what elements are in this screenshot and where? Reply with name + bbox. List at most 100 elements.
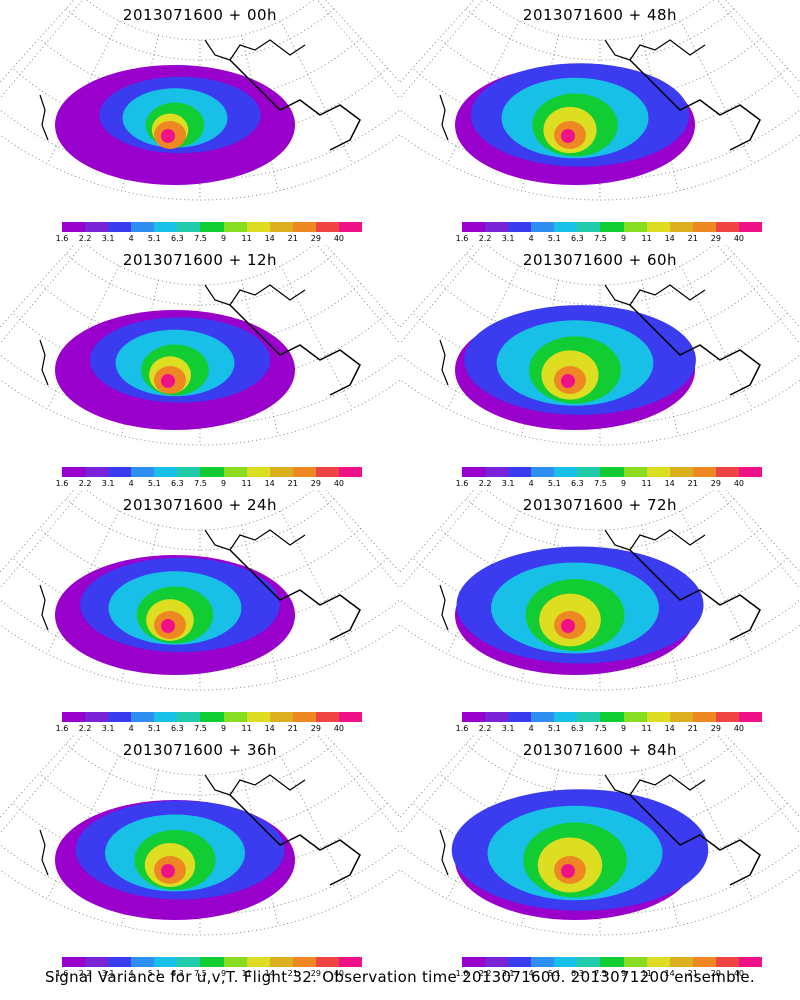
colorbar-swatch [692,957,716,967]
colorbar-labels: 1.6 2.2 3.1 4 5.1 6.3 7.5 9 11 14 21 29 40 [56,479,362,489]
colorbar-swatch [246,957,270,967]
colorbar-tick-label: 2.2 [478,234,492,243]
colorbar-swatch [131,957,155,967]
colorbar-swatch [692,712,716,722]
map-panel: 2013071600 + 72h 1.6 2.2 3.1 4 5.1 6.3 7.5 9 11 14… [400,490,800,733]
coastline [604,284,706,306]
colorbar-swatch [554,957,578,967]
colorbar-tick-label: 9 [620,479,627,488]
colorbar-tick-label: 11 [241,969,252,978]
colorbar-swatch [200,467,224,477]
colorbar-swatch [646,467,670,477]
colorbar-tick-label: 5.1 [547,724,561,733]
colorbar-swatch [246,222,270,232]
colorbar-tick-label: 9 [620,724,627,733]
colorbar-tick-label: 21 [687,724,698,733]
colorbar-tick-label: 6.3 [571,234,584,243]
colorbar [462,712,763,722]
colorbar-tick-label: 1.6 [455,969,469,978]
colorbar-tick-label: 21 [287,234,298,243]
colorbar [62,957,363,967]
graticule-latitude [400,109,800,181]
colorbar-tick-label: 1.6 [455,724,469,733]
coastline [204,284,306,306]
colorbar-tick-label: 2.2 [78,724,92,733]
colorbar-swatch [338,712,363,722]
colorbar-tick-label: 5.1 [547,234,561,243]
colorbar-labels: 1.6 2.2 3.1 4 5.1 6.3 7.5 9 11 14 21 29 40 [56,724,362,734]
colorbar-swatch [85,222,109,232]
colorbar-tick-label: 40 [733,724,745,733]
panel-title: 2013071600 + 36h [122,741,278,759]
colorbar-swatch [338,957,363,967]
graticule-latitude [0,844,400,916]
graticule-meridian [400,0,484,100]
colorbar-swatch [223,222,247,232]
colorbar-swatch [269,712,293,722]
coastline [439,94,449,141]
colorbar-tick-label: 29 [310,234,321,243]
coastline [439,829,449,876]
map-plot [400,245,800,446]
graticule-latitude [400,354,800,426]
graticule-latitude [0,599,400,671]
colorbar-swatch [62,467,86,477]
coastline [629,549,761,641]
colorbar-swatch [738,467,763,477]
coastline [229,794,361,886]
colorbar-tick-label: 29 [710,969,721,978]
colorbar-tick-label: 29 [710,724,721,733]
colorbar-swatch [669,222,693,232]
colorbar-tick-label: 11 [641,234,652,243]
colorbar-swatch [131,467,155,477]
colorbar-tick-label: 6.3 [171,234,184,243]
coastline [204,529,306,551]
variance-contour [161,864,175,878]
colorbar-tick-label: 5.1 [147,724,161,733]
map-panel: 2013071600 + 24h 1.6 2.2 3.1 4 5.1 6.3 7.5 9 11 14… [0,490,400,733]
colorbar-tick-label: 40 [333,479,345,488]
map-panel: 2013071600 + 60h 1.6 2.2 3.1 4 5.1 6.3 7.5 9 11 14… [400,245,800,488]
domain-boundary [0,0,400,201]
colorbar-tick-label: 11 [641,969,652,978]
colorbar-tick-label: 7.5 [594,234,607,243]
colorbar-tick-label: 4 [128,234,134,243]
colorbar-tick-label: 14 [264,479,275,488]
coastline [629,304,761,396]
colorbar-labels: 1.6 2.2 3.1 4 5.1 6.3 7.5 9 11 14 21 29 40 [56,234,362,244]
colorbar-swatch [623,222,647,232]
panel-title: 2013071600 + 24h [122,496,278,514]
colorbar-swatch [600,712,624,722]
graticule-meridian [680,265,753,410]
colorbar-swatch [462,222,486,232]
domain-boundary [400,245,800,446]
colorbar-swatch [646,222,670,232]
colorbar-tick-label: 9 [220,969,227,978]
colorbar-swatch [508,957,532,967]
colorbar-swatch [669,712,693,722]
colorbar-swatch [531,222,555,232]
domain-boundary [400,0,800,201]
colorbar-swatch [531,957,555,967]
graticule-latitude [465,743,735,796]
colorbar-swatch [623,467,647,477]
colorbar-tick-label: 6.3 [171,479,184,488]
graticule-meridian [400,490,484,590]
panel-title: 2013071600 + 72h [522,496,678,514]
colorbar-swatch [223,467,247,477]
colorbar-tick-label: 14 [264,234,275,243]
panel-title: 2013071600 + 60h [522,251,678,269]
colorbar-swatch [738,712,763,722]
colorbar-swatch [62,712,86,722]
colorbar-tick-label: 7.5 [594,969,607,978]
colorbar-tick-label: 21 [287,479,298,488]
graticule-latitude [465,8,735,61]
colorbar-tick-label: 3.1 [501,479,515,488]
graticule-latitude [465,498,735,551]
colorbar-swatch [177,467,201,477]
colorbar-tick-label: 21 [687,479,698,488]
map-panel: 2013071600 + 00h 1.6 2.2 3.1 4 5.1 6.3 7.5 9 11 14… [0,0,400,243]
map-plot [400,0,800,201]
colorbar-tick-label: 9 [220,479,227,488]
colorbar [62,712,363,722]
